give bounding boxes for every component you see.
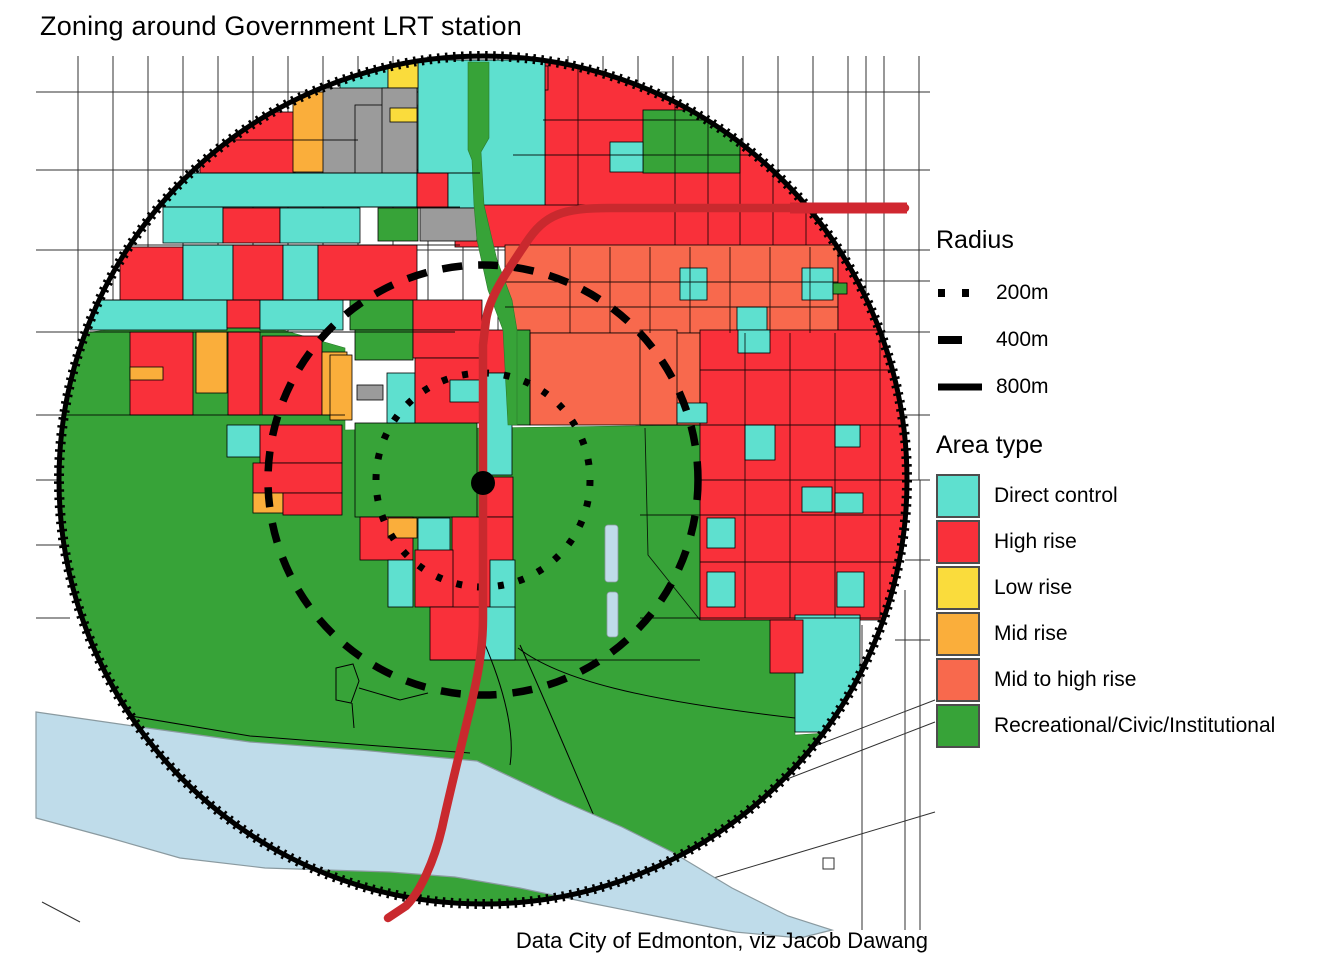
parcel-rc: [354, 422, 478, 518]
area-type-legend-label: Low rise: [994, 576, 1073, 599]
parcel-hr: [412, 329, 483, 359]
area-type-legend-item-mr: Mid rise: [936, 612, 1336, 656]
parcel-hr: [317, 244, 418, 301]
area-type-legend-label: Mid rise: [994, 622, 1068, 645]
area-type-legend-item-rc: Recreational/Civic/Institutional: [936, 704, 1336, 748]
radius-line-sample-200m: [938, 288, 982, 297]
area-type-legend-items: Direct control High rise Low rise Mid rise M…: [936, 474, 1336, 748]
parcel-hr: [226, 299, 261, 329]
parcel-dc: [801, 267, 834, 301]
parcel-hr: [416, 172, 449, 209]
page-title: Zoning around Government LRT station: [40, 11, 522, 41]
area-type-legend-item-dc: Direct control: [936, 474, 1336, 518]
area-type-legend-item-hr: High rise: [936, 520, 1336, 564]
area-type-legend-label: Mid to high rise: [994, 668, 1137, 691]
parcel-hr: [261, 335, 323, 416]
parcel-dc: [386, 372, 416, 424]
color-swatch-mh: [936, 658, 980, 702]
parcel-rc: [354, 329, 414, 361]
radius-legend-title: Radius: [936, 226, 1014, 254]
parcel-dc: [679, 267, 708, 301]
parcel-hr: [414, 549, 454, 608]
parcel-dc: [282, 244, 319, 301]
parcel-hr: [412, 299, 483, 331]
radius-200m-ring: [372, 369, 594, 591]
parcel-dc: [182, 244, 234, 303]
lrt-line: [383, 202, 910, 923]
parcel-hr: [227, 331, 261, 416]
area-type-legend-item-mh: Mid to high rise: [936, 658, 1336, 702]
parcel-hr: [232, 244, 284, 301]
radius-legend-label: 200m: [996, 280, 1049, 304]
parcel-dc: [744, 424, 776, 461]
parcel-water: [606, 591, 619, 638]
parcel-ot: [419, 207, 478, 242]
parcel-hr: [769, 619, 804, 674]
parcel-hr: [282, 492, 343, 516]
zoning-parcels: [89, 56, 907, 733]
parcel-mr: [129, 366, 164, 381]
parcel-hr: [222, 207, 281, 244]
parcel-hr: [429, 606, 483, 661]
parcel-water: [604, 524, 619, 583]
parcel-mh: [504, 244, 839, 334]
data-credit-caption: Data City of Edmonton, viz Jacob Dawang: [515, 928, 928, 953]
radius-legend-label: 800m: [996, 374, 1049, 398]
parcel-dc: [162, 172, 418, 208]
radius-400m-ring: [264, 261, 702, 699]
parcel-dc: [794, 614, 861, 733]
parcel-dc: [834, 492, 864, 514]
area-type-legend-title: Area type: [936, 431, 1044, 459]
parcel-rc: [642, 109, 741, 174]
radius-legend-item-800m: 800m: [936, 363, 1336, 410]
radius-legend-item-200m: 200m: [936, 269, 1336, 316]
parcel-lr: [389, 107, 418, 123]
color-swatch-mr: [936, 612, 980, 656]
color-swatch-rc: [936, 704, 980, 748]
parcel-mr: [387, 517, 418, 539]
parcel-dc: [226, 424, 261, 458]
parcel-dc: [449, 379, 481, 403]
radius-legend-label: 400m: [996, 327, 1049, 351]
radius-line-sample-400m: [938, 335, 982, 344]
color-swatch-hr: [936, 520, 980, 564]
radius-legend-item-400m: 400m: [936, 316, 1336, 363]
parcel-ot: [381, 87, 418, 174]
parcel-dc: [737, 329, 771, 354]
legend: Radius 200m 400m 800m Area type Direct con…: [936, 226, 1336, 750]
parcel-dc: [834, 424, 861, 448]
parcel-mr: [292, 91, 326, 173]
radius-legend-items: 200m 400m 800m: [936, 269, 1336, 410]
parcel-dc: [706, 571, 736, 608]
ravine-green-strip: [467, 61, 518, 426]
area-type-legend-label: High rise: [994, 530, 1077, 553]
parcel-dc: [162, 206, 224, 244]
parcel-dc: [801, 486, 833, 513]
color-swatch-dc: [936, 474, 980, 518]
parcel-dc: [836, 571, 865, 608]
station-marker: [471, 471, 495, 495]
parcel-hr: [119, 246, 184, 303]
area-type-legend-label: Direct control: [994, 484, 1118, 507]
parcel-dc: [387, 559, 414, 608]
parcel-mr: [329, 354, 353, 421]
parcel-dc: [89, 299, 228, 331]
parcel-rc: [832, 282, 848, 295]
parcel-dc: [279, 207, 361, 244]
area-type-legend-item-lr: Low rise: [936, 566, 1336, 610]
parcel-dc: [609, 141, 644, 173]
parcel-dc: [706, 517, 736, 549]
parcel-mr: [195, 331, 228, 394]
area-type-legend-label: Recreational/Civic/Institutional: [994, 714, 1276, 737]
parcel-rc: [377, 207, 419, 242]
parcel-ot: [356, 384, 384, 401]
radius-line-sample-800m: [938, 383, 982, 390]
radius-800m-ring-rough-edge: [54, 51, 912, 909]
parcel-dc: [417, 517, 451, 553]
color-swatch-lr: [936, 566, 980, 610]
